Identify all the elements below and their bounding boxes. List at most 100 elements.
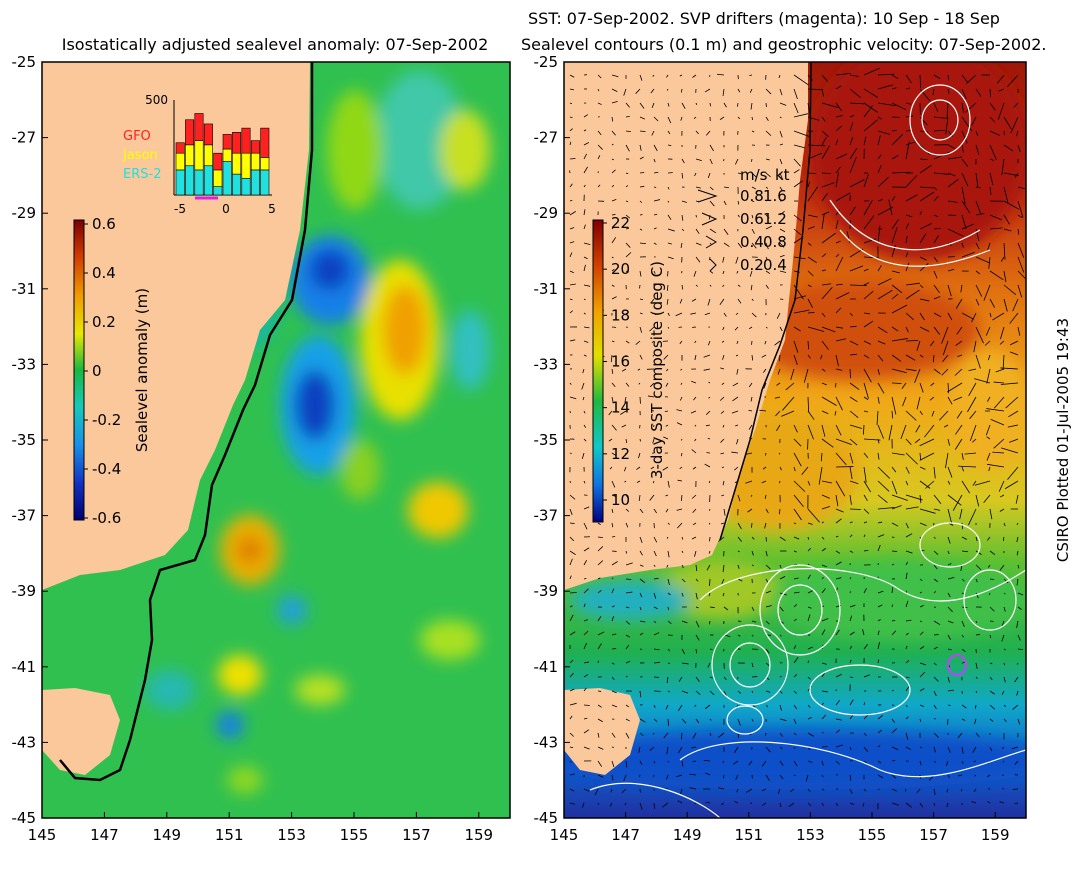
velocity-vector <box>722 88 725 96</box>
velocity-vector <box>731 410 739 414</box>
velocity-vector <box>583 522 588 530</box>
velocity-vector <box>639 550 643 556</box>
velocity-vector <box>790 368 795 381</box>
velocity-vector <box>877 507 895 510</box>
velocity-vector <box>998 480 1005 492</box>
velocity-vector <box>807 326 825 332</box>
velocity-vector <box>667 578 670 586</box>
velocity-vector <box>779 270 787 273</box>
velocity-vector <box>625 732 630 739</box>
velocity-vector <box>960 284 963 293</box>
x-tick-label: 145 <box>550 826 579 844</box>
velocity-vector <box>597 643 602 650</box>
velocity-vector <box>807 354 811 359</box>
velocity-vector <box>778 74 781 79</box>
velocity-vector <box>989 172 994 186</box>
velocity-vector <box>751 242 757 249</box>
velocity-vector <box>583 114 589 118</box>
velocity-vector <box>750 284 753 291</box>
velocity-vector <box>653 606 658 610</box>
velocity-vector <box>1009 340 1019 346</box>
velocity-vector <box>891 746 899 751</box>
velocity-vector <box>569 702 577 706</box>
velocity-vector <box>735 774 739 780</box>
velocity-vector <box>849 480 859 485</box>
velocity-vector <box>653 632 660 636</box>
velocity-vector <box>569 732 574 737</box>
velocity-vector <box>722 424 725 428</box>
velocity-vector <box>863 466 867 483</box>
velocity-vector <box>972 438 977 443</box>
velocity-vector <box>919 210 922 216</box>
velocity-vector <box>677 800 683 804</box>
velocity-vector <box>984 340 991 346</box>
velocity-vector <box>849 122 854 132</box>
velocity-vector <box>807 186 819 202</box>
velocity-vector <box>737 732 739 738</box>
velocity-vector <box>611 169 616 174</box>
velocity-vector <box>821 145 830 160</box>
velocity-vector <box>679 466 683 470</box>
velocity-vector <box>961 88 967 100</box>
velocity-vector <box>653 648 660 651</box>
velocity-vector <box>681 158 685 164</box>
velocity-vector <box>931 410 935 417</box>
velocity-vector <box>933 74 941 79</box>
velocity-vector <box>891 304 908 314</box>
velocity-vector <box>905 282 920 286</box>
velocity-vector <box>933 312 942 318</box>
velocity-vector <box>863 136 867 146</box>
velocity-vector <box>653 592 657 599</box>
velocity-vector <box>775 410 781 417</box>
velocity-vector <box>807 284 812 288</box>
velocity-vector <box>667 116 672 124</box>
velocity-vector <box>1017 214 1023 218</box>
velocity-vector <box>748 424 753 430</box>
velocity-vector <box>807 424 814 440</box>
velocity-vector <box>708 381 711 384</box>
velocity-vector <box>751 522 753 528</box>
velocity-vector <box>989 116 996 123</box>
velocity-vector <box>990 419 1005 426</box>
velocity-vector <box>849 577 852 580</box>
velocity-vector <box>849 774 852 781</box>
velocity-vector <box>998 88 1005 92</box>
velocity-vector <box>975 200 982 215</box>
velocity-vector <box>717 787 725 790</box>
velocity-vector <box>667 130 671 135</box>
velocity-vector <box>975 228 980 242</box>
velocity-vector <box>863 438 881 441</box>
velocity-vector <box>818 466 823 485</box>
velocity-vector <box>722 564 725 573</box>
velocity-vector <box>835 550 841 554</box>
velocity-vector <box>708 592 711 597</box>
velocity-vector <box>737 88 741 93</box>
velocity-vector <box>583 410 586 414</box>
velocity-vector <box>1003 214 1010 225</box>
velocity-vector <box>930 340 935 347</box>
velocity-vector <box>1017 564 1020 569</box>
velocity-vector <box>849 424 862 429</box>
velocity-vector <box>652 480 655 484</box>
inset-legend-gfo: GFO <box>123 129 151 144</box>
velocity-vector <box>637 368 641 371</box>
velocity-vector <box>569 116 573 119</box>
velocity-vector <box>905 252 909 258</box>
velocity-vector <box>764 522 767 529</box>
inset-bar-gfo <box>194 113 204 141</box>
velocity-vector <box>583 153 587 160</box>
velocity-vector <box>569 746 574 749</box>
velocity-vector <box>975 578 978 583</box>
velocity-vector <box>989 718 994 722</box>
velocity-vector <box>835 673 842 678</box>
velocity-vector <box>625 591 633 594</box>
velocity-vector <box>964 452 977 455</box>
inset-x-tick-label: 0 <box>222 202 230 216</box>
velocity-vector <box>759 409 767 412</box>
velocity-vector <box>734 746 739 754</box>
velocity-vector <box>947 606 953 613</box>
shelf-contour-left <box>59 62 314 782</box>
velocity-vector <box>946 102 949 118</box>
velocity-vector <box>961 536 968 540</box>
velocity-vector <box>1003 578 1009 584</box>
